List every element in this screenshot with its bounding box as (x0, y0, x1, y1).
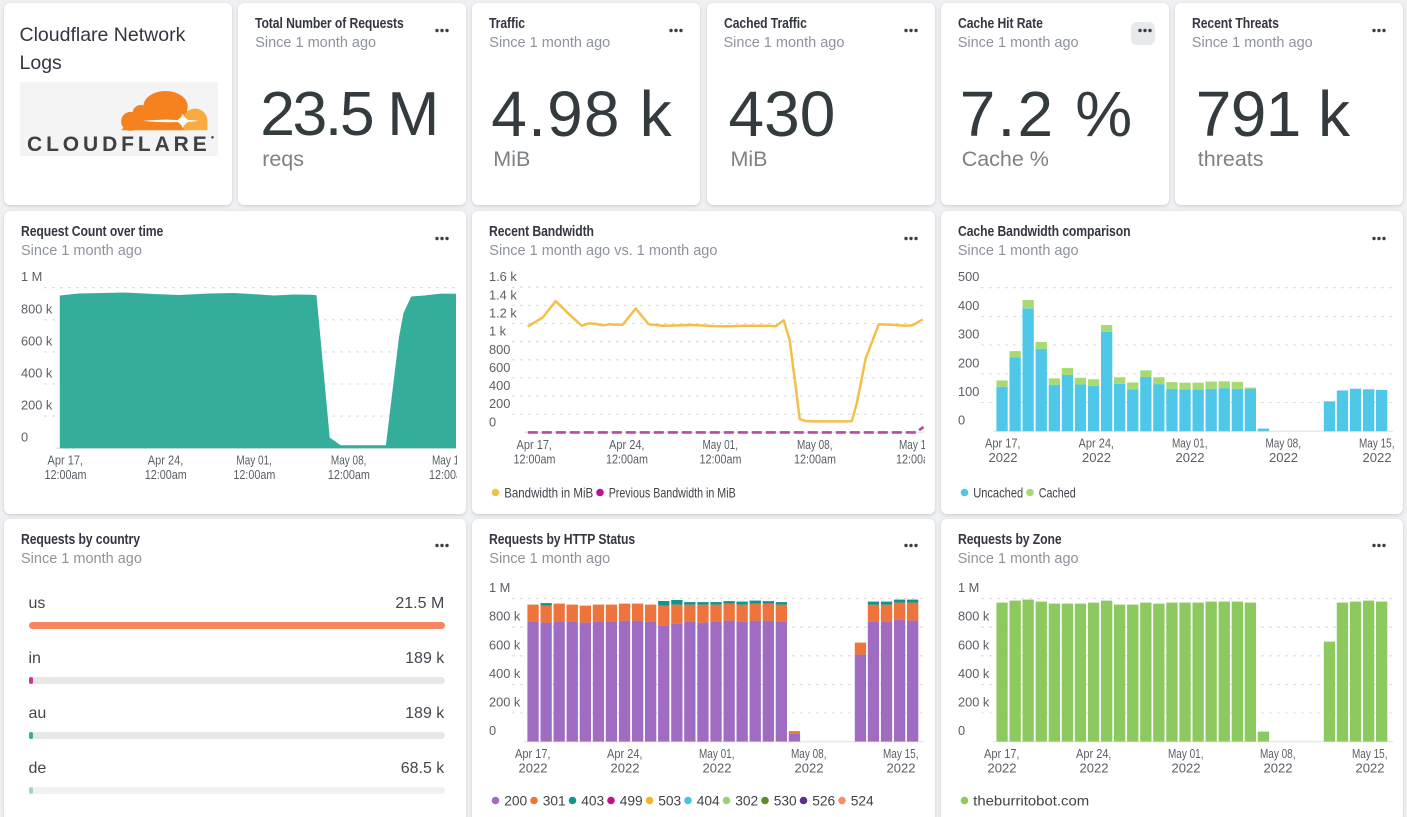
svg-text:499: 499 (620, 792, 643, 808)
svg-text:theburritobot.com: theburritobot.com (973, 792, 1089, 808)
svg-text:600 k: 600 k (21, 333, 53, 348)
svg-text:Uncached: Uncached (973, 484, 1023, 500)
svg-text:400 k: 400 k (21, 366, 53, 381)
svg-text:May 15,: May 15, (899, 437, 925, 452)
svg-text:2022: 2022 (887, 760, 916, 775)
svg-text:400 k: 400 k (489, 665, 521, 680)
svg-text:May 01,: May 01, (1168, 746, 1204, 761)
svg-text:2022: 2022 (1079, 760, 1108, 775)
svg-text:400: 400 (489, 378, 510, 393)
svg-text:524: 524 (851, 792, 874, 808)
svg-text:0: 0 (958, 413, 965, 428)
svg-text:May 15,: May 15, (432, 453, 457, 468)
svg-text:2022: 2022 (519, 760, 548, 775)
svg-text:May 08,: May 08, (1265, 436, 1301, 451)
svg-text:May 15,: May 15, (883, 746, 919, 761)
svg-text:400 k: 400 k (958, 665, 990, 680)
svg-text:Apr 17,: Apr 17, (985, 436, 1021, 451)
svg-text:1 M: 1 M (958, 580, 979, 595)
svg-text:2022: 2022 (1082, 450, 1111, 465)
svg-text:400: 400 (958, 298, 979, 313)
svg-text:2022: 2022 (1269, 450, 1298, 465)
svg-text:Apr 17,: Apr 17, (48, 453, 84, 468)
svg-text:500: 500 (958, 269, 979, 284)
svg-text:2022: 2022 (1171, 760, 1200, 775)
svg-text:Apr 17,: Apr 17, (515, 746, 551, 761)
svg-text:Apr 24,: Apr 24, (609, 437, 645, 452)
svg-text:200 k: 200 k (21, 398, 53, 413)
svg-text:2022: 2022 (611, 760, 640, 775)
svg-text:May 01,: May 01, (236, 453, 272, 468)
svg-text:0: 0 (489, 723, 496, 738)
svg-text:1 k: 1 k (489, 324, 507, 339)
svg-text:503: 503 (658, 792, 681, 808)
svg-text:2022: 2022 (988, 450, 1017, 465)
svg-text:800 k: 800 k (958, 608, 990, 623)
svg-text:800: 800 (489, 342, 510, 357)
svg-text:Apr 17,: Apr 17, (517, 437, 553, 452)
svg-text:600: 600 (489, 360, 510, 375)
svg-text:May 01,: May 01, (699, 746, 735, 761)
svg-text:404: 404 (697, 792, 720, 808)
svg-text:May 01,: May 01, (703, 437, 739, 452)
svg-text:301: 301 (543, 792, 566, 808)
svg-text:2022: 2022 (1175, 450, 1204, 465)
svg-text:Apr 24,: Apr 24, (607, 746, 643, 761)
svg-text:Bandwidth in MiB: Bandwidth in MiB (504, 484, 593, 500)
svg-text:May 15,: May 15, (1359, 436, 1395, 451)
svg-text:12:00am: 12:00am (328, 467, 370, 482)
svg-text:403: 403 (581, 792, 604, 808)
svg-text:526: 526 (812, 792, 835, 808)
svg-text:May 08,: May 08, (791, 746, 827, 761)
svg-text:12:00am: 12:00am (514, 451, 556, 466)
svg-text:May 01,: May 01, (1172, 436, 1208, 451)
svg-text:0: 0 (489, 414, 496, 429)
svg-text:12:00am: 12:00am (794, 451, 836, 466)
svg-text:200: 200 (489, 396, 510, 411)
svg-text:200: 200 (504, 792, 527, 808)
svg-text:12:00am: 12:00am (429, 467, 457, 482)
svg-text:12:00am: 12:00am (606, 451, 648, 466)
svg-text:2022: 2022 (987, 760, 1016, 775)
svg-text:12:00am: 12:00am (700, 451, 742, 466)
svg-text:Apr 17,: Apr 17, (984, 746, 1020, 761)
svg-text:May 08,: May 08, (797, 437, 833, 452)
svg-text:2022: 2022 (795, 760, 824, 775)
svg-text:200 k: 200 k (958, 694, 990, 709)
svg-text:302: 302 (735, 792, 758, 808)
svg-text:2022: 2022 (703, 760, 732, 775)
svg-text:12:00am: 12:00am (233, 467, 275, 482)
svg-text:12:00am: 12:00am (896, 451, 925, 466)
svg-text:Apr 24,: Apr 24, (1078, 436, 1114, 451)
svg-text:0: 0 (21, 430, 28, 445)
svg-text:200: 200 (958, 355, 979, 370)
svg-text:May 15,: May 15, (1352, 746, 1388, 761)
svg-text:May 08,: May 08, (1260, 746, 1296, 761)
svg-text:2022: 2022 (1355, 760, 1384, 775)
svg-text:Apr 24,: Apr 24, (148, 453, 184, 468)
svg-text:300: 300 (958, 327, 979, 342)
svg-text:1.6 k: 1.6 k (489, 269, 517, 284)
svg-text:May 08,: May 08, (331, 453, 367, 468)
svg-text:Previous Bandwidth in MiB: Previous Bandwidth in MiB (609, 484, 736, 500)
svg-text:100: 100 (958, 384, 979, 399)
svg-text:2022: 2022 (1263, 760, 1292, 775)
svg-text:200 k: 200 k (489, 694, 521, 709)
svg-text:800 k: 800 k (21, 301, 53, 316)
svg-text:12:00am: 12:00am (45, 467, 87, 482)
svg-text:800 k: 800 k (489, 608, 521, 623)
svg-text:1 M: 1 M (21, 269, 42, 284)
svg-text:530: 530 (774, 792, 797, 808)
svg-text:0: 0 (958, 723, 965, 738)
svg-text:1.2 k: 1.2 k (489, 306, 517, 321)
svg-text:Cached: Cached (1038, 484, 1075, 500)
svg-text:600 k: 600 k (489, 637, 521, 652)
svg-text:2022: 2022 (1362, 450, 1391, 465)
svg-text:Apr 24,: Apr 24, (1076, 746, 1112, 761)
svg-text:600 k: 600 k (958, 637, 990, 652)
svg-text:12:00am: 12:00am (145, 467, 187, 482)
svg-text:1 M: 1 M (489, 580, 510, 595)
svg-text:1.4 k: 1.4 k (489, 287, 517, 302)
